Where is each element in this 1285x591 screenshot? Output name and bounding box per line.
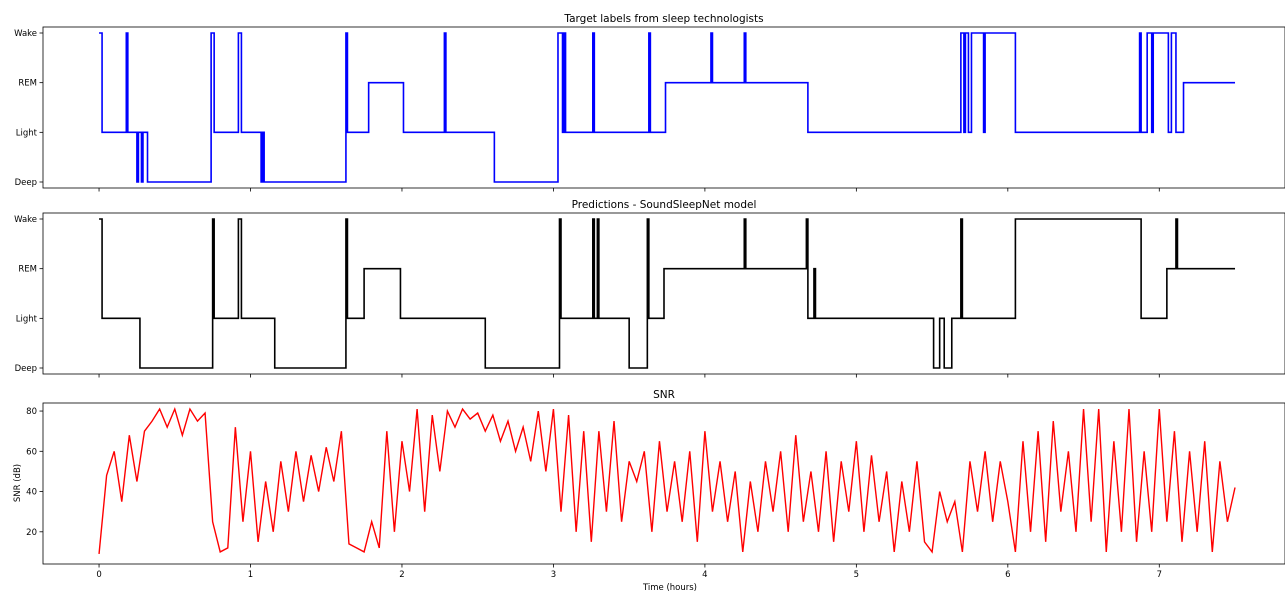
y-axis: 20 40 60 80: [26, 407, 43, 538]
y-tick-label: Light: [16, 314, 38, 324]
series-line: [99, 218, 1236, 369]
series-line: [98, 406, 1236, 555]
x-tick-label: 7: [1157, 570, 1162, 580]
panel-target-labels: Target labels from sleep technologists D…: [14, 13, 1285, 192]
y-tick-label: 60: [26, 447, 37, 457]
x-axis: [98, 188, 1160, 192]
y-tick-label: REM: [18, 265, 37, 275]
panel-frame: [42, 212, 1285, 375]
x-tick-label: 1: [248, 570, 253, 580]
y-tick-label: Wake: [14, 29, 37, 39]
series-line: [99, 32, 1236, 183]
y-tick-label: REM: [18, 79, 37, 89]
y-tick-label: 80: [26, 407, 37, 417]
x-tick-label: 0: [96, 570, 101, 580]
y-tick-label: 40: [26, 488, 37, 498]
y-tick-label: Wake: [14, 215, 37, 225]
x-tick-label: 3: [551, 570, 556, 580]
y-tick-label: Light: [16, 128, 38, 138]
panel-title: Target labels from sleep technologists: [563, 13, 763, 25]
x-tick-label: 6: [1005, 570, 1010, 580]
x-tick-label: 5: [854, 570, 859, 580]
x-tick-label: 4: [702, 570, 707, 580]
panel-frame: [42, 26, 1285, 189]
x-tick-label: 2: [399, 570, 404, 580]
y-tick-label: Deep: [15, 364, 37, 374]
y-tick-label: Deep: [15, 178, 37, 188]
y-tick-label: 20: [26, 528, 37, 538]
panel-title: SNR: [653, 389, 675, 401]
panel-snr: SNR 20 40 60 80 0 1 2 3 4 5 6 7 SNR (dB): [13, 389, 1285, 580]
panel-title: Predictions - SoundSleepNet model: [572, 199, 757, 211]
y-axis: Deep Light REM Wake: [14, 29, 43, 188]
x-axis-label: Time (hours): [642, 583, 697, 591]
x-axis: [98, 374, 1160, 378]
y-axis-label: SNR (dB): [13, 464, 23, 502]
panel-frame: [42, 402, 1285, 565]
x-axis: 0 1 2 3 4 5 6 7: [96, 564, 1162, 580]
y-axis: Deep Light REM Wake: [14, 215, 43, 374]
panel-predictions: Predictions - SoundSleepNet model Deep Li…: [14, 199, 1285, 378]
